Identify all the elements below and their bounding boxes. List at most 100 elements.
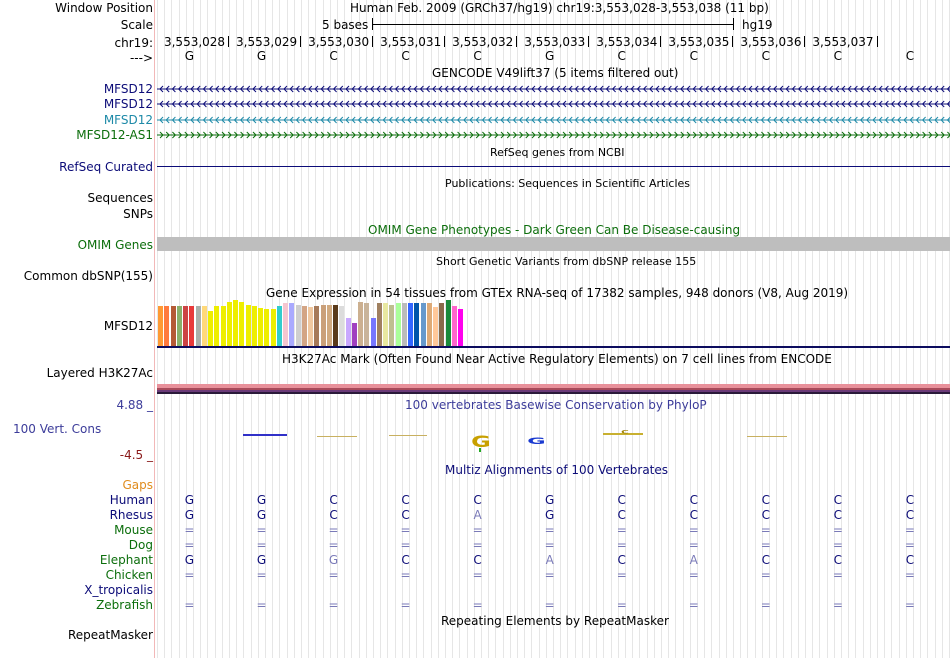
label-separator: [154, 0, 155, 658]
gencode-label-2[interactable]: MFSD12: [103, 113, 153, 127]
gtex-tissue-bar[interactable]: [158, 306, 164, 346]
gtex-tissue-bar[interactable]: [245, 305, 251, 346]
multiz-base: G: [328, 553, 339, 567]
gtex-tissue-bar[interactable]: [270, 309, 276, 346]
multiz-base: =: [904, 598, 915, 612]
conservation-mark-3: [603, 433, 643, 435]
gtex-tissue-bar[interactable]: [445, 300, 451, 346]
conservation-stem: [479, 448, 481, 452]
multiz-base: =: [832, 538, 843, 552]
gencode-label-0[interactable]: MFSD12: [103, 82, 153, 96]
gtex-tissue-bar[interactable]: [370, 318, 376, 346]
gtex-tissue-bar[interactable]: [358, 302, 364, 346]
gtex-tissue-bar[interactable]: [189, 306, 195, 346]
gtex-tissue-bar[interactable]: [426, 303, 432, 346]
refseq-gene[interactable]: [157, 166, 950, 167]
gtex-tissue-bar[interactable]: [239, 302, 245, 346]
gtex-tissue-bar[interactable]: [451, 306, 457, 346]
ruler-position: 3,553,035: [668, 35, 730, 49]
gtex-tissue-bar[interactable]: [220, 306, 226, 346]
gencode-label-3[interactable]: MFSD12-AS1: [76, 128, 153, 142]
gtex-tissue-bar[interactable]: [314, 306, 320, 346]
gtex-tissue-bar[interactable]: [308, 307, 314, 346]
gtex-tissue-bar[interactable]: [276, 306, 282, 346]
conservation-max-label: 4.88 _: [116, 398, 153, 412]
gtex-tissue-bar[interactable]: [420, 303, 426, 346]
gtex-tissue-bar[interactable]: [195, 306, 201, 346]
gtex-tissue-bar[interactable]: [176, 306, 182, 346]
h3k27ac-label[interactable]: Layered H3K27Ac: [46, 366, 153, 380]
gtex-tissue-bar[interactable]: [414, 303, 420, 346]
multiz-base: A: [545, 553, 554, 567]
multiz-species-label[interactable]: Human: [109, 493, 153, 507]
multiz-base: A: [473, 508, 482, 522]
multiz-species-label[interactable]: Rhesus: [109, 508, 153, 522]
gtex-tissue-bar[interactable]: [345, 318, 351, 346]
gtex-tissue-bar[interactable]: [333, 305, 339, 346]
gtex-tissue-bar[interactable]: [364, 303, 370, 346]
multiz-base: C: [689, 508, 698, 522]
gtex-tissue-bar[interactable]: [408, 303, 414, 346]
ruler-tick: [372, 36, 374, 47]
ruler-tick: [660, 36, 662, 47]
gencode-gene-3[interactable]: [157, 128, 950, 142]
omim-label[interactable]: OMIM Genes: [77, 238, 153, 252]
ruler-position: 3,553,030: [308, 35, 370, 49]
gtex-tissue-bar[interactable]: [264, 309, 270, 346]
dbsnp-label[interactable]: Common dbSNP(155): [23, 269, 153, 283]
gtex-label[interactable]: MFSD12: [103, 319, 153, 333]
gtex-tissue-bar[interactable]: [320, 305, 326, 346]
gencode-gene-2[interactable]: [157, 113, 950, 127]
multiz-species-label[interactable]: X_tropicalis: [84, 583, 153, 597]
gtex-tissue-bar[interactable]: [339, 306, 345, 346]
multiz-species-label[interactable]: Zebrafish: [96, 598, 153, 612]
multiz-base: =: [472, 538, 483, 552]
gtex-tissue-bar[interactable]: [289, 303, 295, 346]
gtex-tissue-bar[interactable]: [295, 305, 301, 346]
gtex-tissue-bar[interactable]: [383, 303, 389, 346]
multiz-species-label[interactable]: Gaps: [122, 478, 153, 492]
multiz-base: =: [184, 538, 195, 552]
gtex-tissue-bar[interactable]: [251, 306, 257, 346]
refseq-label[interactable]: RefSeq Curated: [59, 160, 153, 174]
reference-base: C: [833, 49, 843, 63]
gtex-tissue-bar[interactable]: [439, 303, 445, 346]
publications-sequences-label[interactable]: Sequences: [87, 191, 153, 205]
gtex-tissue-bar[interactable]: [201, 306, 207, 346]
multiz-species-label[interactable]: Elephant: [99, 553, 153, 567]
ruler-position: 3,553,029: [236, 35, 298, 49]
gtex-tissue-bar[interactable]: [395, 303, 401, 346]
multiz-base: =: [904, 568, 915, 582]
gtex-tissue-bar[interactable]: [258, 308, 264, 346]
gtex-tissue-bar[interactable]: [326, 305, 332, 346]
multiz-species-label[interactable]: Dog: [128, 538, 153, 552]
gtex-tissue-bar[interactable]: [208, 311, 214, 346]
gencode-label-1[interactable]: MFSD12: [103, 97, 153, 111]
multiz-species-label[interactable]: Mouse: [114, 523, 153, 537]
gtex-tissue-bar[interactable]: [233, 300, 239, 346]
gtex-tissue-bar[interactable]: [283, 303, 289, 346]
gtex-tissue-bar[interactable]: [401, 303, 407, 346]
gtex-tissue-bar[interactable]: [183, 306, 189, 346]
gtex-tissue-bar[interactable]: [164, 306, 170, 346]
multiz-species-label[interactable]: Chicken: [105, 568, 153, 582]
h3k27ac-title: H3K27Ac Mark (Often Found Near Active Re…: [282, 352, 832, 366]
conservation-label[interactable]: 100 Vert. Cons: [13, 422, 102, 436]
multiz-base: =: [832, 568, 843, 582]
gtex-tissue-bar[interactable]: [376, 303, 382, 346]
gtex-tissue-bar[interactable]: [301, 306, 307, 346]
gtex-tissue-bar[interactable]: [170, 306, 176, 346]
gtex-tissue-bar[interactable]: [433, 307, 439, 346]
multiz-base: =: [184, 598, 195, 612]
gtex-tissue-bar[interactable]: [351, 323, 357, 346]
omim-feature[interactable]: [157, 237, 950, 251]
repeatmasker-label[interactable]: RepeatMasker: [67, 628, 153, 642]
gtex-tissue-bar[interactable]: [389, 305, 395, 346]
gtex-tissue-bar[interactable]: [214, 306, 220, 346]
gencode-gene-1[interactable]: [157, 97, 950, 111]
gtex-tissue-bar[interactable]: [226, 302, 232, 346]
multiz-base: C: [833, 553, 843, 567]
gencode-gene-0[interactable]: [157, 82, 950, 96]
gtex-tissue-bar[interactable]: [458, 309, 464, 346]
publications-snps-label[interactable]: SNPs: [123, 207, 153, 221]
